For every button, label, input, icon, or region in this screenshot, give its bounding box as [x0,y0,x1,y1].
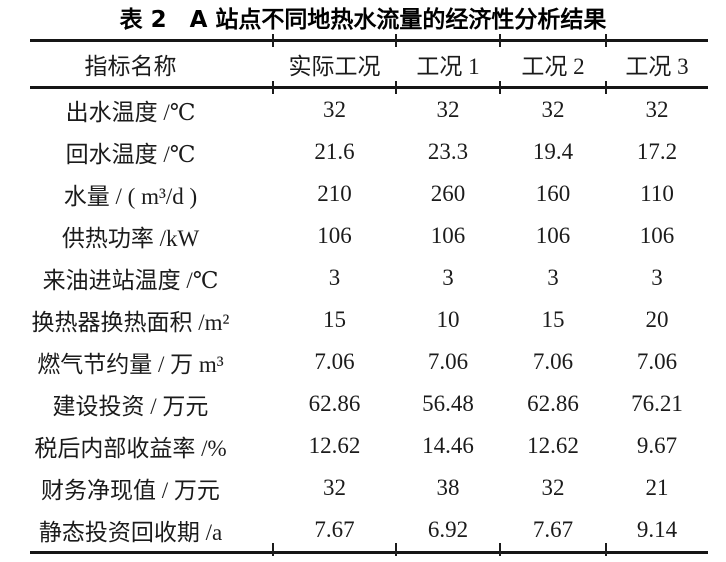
header-row: 指标名称 实际工况 工况 1 工况 2 工况 3 [30,40,708,89]
row-label: 换热器换热面积 /m² [31,310,230,335]
table-row: 回水温度 /℃ 21.6 23.3 19.4 17.2 [30,131,708,173]
column-header-case1: 工况 1 [396,40,500,89]
cell-value: 15 [541,307,565,332]
row-label: 税后内部收益率 /% [34,436,227,461]
cell-value: 21 [645,475,669,500]
three-line-table: 指标名称 实际工况 工况 1 工况 2 工况 3 出水温度 /℃ 32 32 3… [30,39,708,554]
column-separator-tick [605,543,607,556]
table-row: 财务净现值 / 万元 32 38 32 21 [30,467,708,509]
table-row: 燃气节约量 / 万 m³ 7.06 7.06 7.06 7.06 [30,341,708,383]
table-row: 静态投资回收期 /a 7.67 6.92 7.67 9.14 [30,509,708,553]
column-separator-tick [605,81,607,94]
row-label: 出水温度 /℃ [65,100,196,125]
column-separator-tick [272,543,274,556]
table-row: 供热功率 /kW 106 106 106 106 [30,215,708,257]
cell-value: 7.67 [532,517,574,542]
cell-value: 7.06 [532,349,574,374]
cell-value: 106 [535,223,571,248]
cell-value: 32 [323,97,346,122]
table-caption: 表 2 A 站点不同地热水流量的经济性分析结果 [119,7,607,33]
cell-value: 32 [323,475,346,500]
cell-value: 17.2 [636,139,678,164]
table-row: 水量 / ( m³/d ) 210 260 160 110 [30,173,708,215]
cell-value: 20 [645,307,669,332]
cell-value: 3 [547,265,559,290]
cell-value: 7.67 [314,517,355,542]
cell-value: 210 [317,181,352,206]
table-row: 来油进站温度 /℃ 3 3 3 3 [30,257,708,299]
row-label: 供热功率 /kW [61,226,200,251]
cell-value: 9.14 [636,517,678,542]
cell-value: 14.46 [422,433,474,458]
cell-value: 7.06 [314,349,355,374]
cell-value: 62.86 [308,391,361,416]
cell-value: 106 [317,223,352,248]
column-header-case2: 工况 2 [500,40,606,89]
column-separator-tick [499,34,501,47]
column-separator-tick [395,81,397,94]
cell-value: 76.21 [631,391,683,416]
economic-analysis-table: 指标名称 实际工况 工况 1 工况 2 工况 3 出水温度 /℃ 32 32 3… [30,34,708,556]
row-label: 来油进站温度 /℃ [42,268,219,293]
column-header-case3: 工况 3 [606,40,708,89]
column-separator-tick [499,81,501,94]
cell-value: 6.92 [427,517,469,542]
column-separator-tick [395,543,397,556]
column-header-indicator: 指标名称 [30,40,273,89]
column-separator-tick [395,34,397,47]
cell-value: 160 [535,181,571,206]
cell-value: 260 [430,181,466,206]
cell-value: 3 [328,265,341,290]
row-label: 燃气节约量 / 万 m³ [37,352,224,377]
row-label: 建设投资 / 万元 [52,394,209,419]
cell-value: 9.67 [636,433,678,458]
table-row: 换热器换热面积 /m² 15 10 15 20 [30,299,708,341]
row-label: 回水温度 /℃ [65,142,196,167]
column-header-actual: 实际工况 [273,40,396,89]
cell-value: 32 [541,475,565,500]
table-row: 建设投资 / 万元 62.86 56.48 62.86 76.21 [30,383,708,425]
cell-value: 106 [430,223,466,248]
cell-value: 32 [541,97,565,122]
cell-value: 32 [436,97,460,122]
column-separator-tick [605,34,607,47]
cell-value: 19.4 [532,139,574,164]
cell-value: 7.06 [636,349,678,374]
cell-value: 3 [442,265,454,290]
row-label: 静态投资回收期 /a [38,520,223,545]
column-separator-tick [272,81,274,94]
cell-value: 56.48 [422,391,474,416]
cell-value: 62.86 [527,391,579,416]
cell-value: 106 [639,223,675,248]
cell-value: 15 [323,307,346,332]
column-separator-tick [499,543,501,556]
cell-value: 38 [436,475,460,500]
cell-value: 110 [640,181,674,206]
row-label: 财务净现值 / 万元 [41,478,220,503]
column-separator-tick [272,34,274,47]
row-label: 水量 / ( m³/d ) [63,184,198,209]
cell-value: 3 [651,265,663,290]
table-row: 税后内部收益率 /% 12.62 14.46 12.62 9.67 [30,425,708,467]
table-row: 出水温度 /℃ 32 32 32 32 [30,88,708,132]
cell-value: 7.06 [427,349,469,374]
cell-value: 32 [645,97,669,122]
cell-value: 23.3 [427,139,469,164]
cell-value: 21.6 [314,139,355,164]
cell-value: 12.62 [527,433,579,458]
cell-value: 12.62 [308,433,361,458]
cell-value: 10 [436,307,460,332]
